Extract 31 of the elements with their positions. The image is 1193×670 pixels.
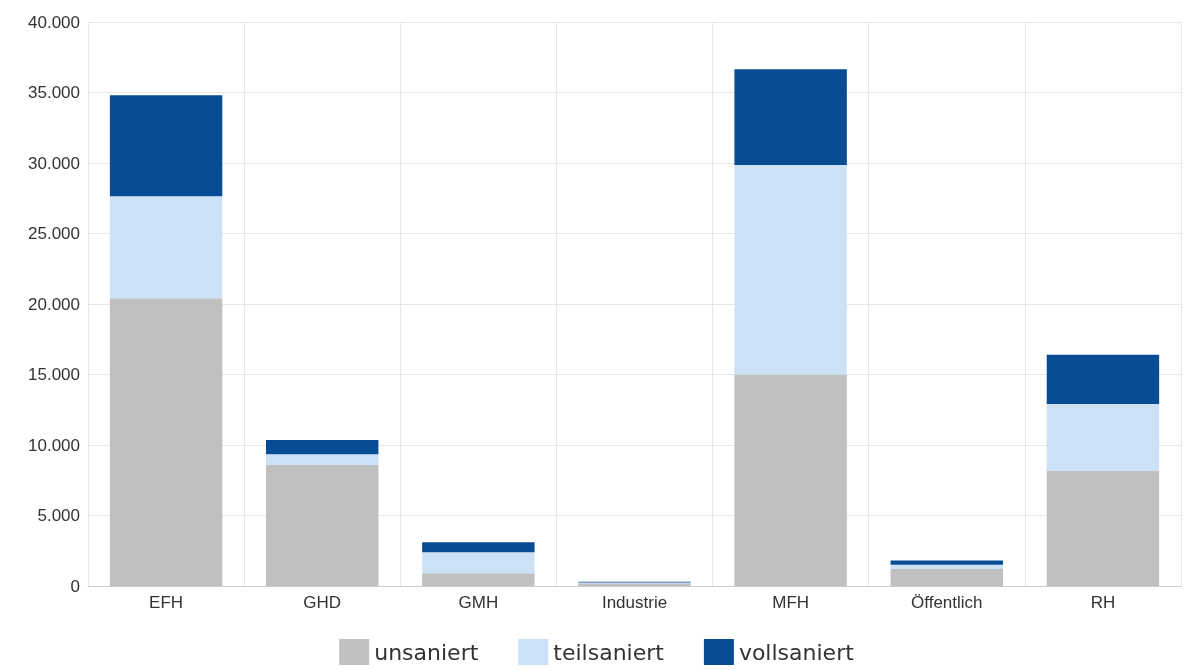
x-tick-label: GHD — [303, 593, 342, 612]
y-tick-label: 15.000 — [28, 365, 80, 384]
bar — [109, 196, 223, 299]
bar — [734, 69, 847, 166]
x-tick-label: RH — [1090, 593, 1116, 612]
y-tick-label: 40.000 — [28, 12, 80, 32]
y-tick-label: 10.000 — [28, 435, 80, 455]
y-tick-label: 20.000 — [28, 294, 80, 314]
bar — [422, 542, 535, 553]
y-tick-label: 5.000 — [37, 506, 80, 525]
legend-label: teilsaniert — [553, 639, 665, 665]
x-tick-label: GMH — [458, 593, 499, 612]
bar — [734, 165, 847, 375]
bar — [890, 564, 1003, 570]
bar — [266, 440, 379, 455]
y-tick-label: 30.000 — [28, 153, 80, 173]
y-tick-label: 0 — [70, 576, 80, 596]
x-tick-label: MFH — [772, 593, 810, 612]
x-tick-label: EFH — [149, 593, 184, 612]
bar — [1046, 404, 1160, 472]
bar — [109, 95, 223, 197]
x-tick-label: Industrie — [601, 593, 668, 612]
y-tick-label: 25.000 — [28, 224, 80, 243]
bar — [422, 552, 535, 574]
bar — [1046, 354, 1160, 405]
legend-label: vollsaniert — [738, 639, 855, 665]
bar — [266, 454, 379, 465]
y-tick-label: 35.000 — [28, 83, 80, 102]
bar — [890, 560, 1003, 565]
legend-label: unsaniert — [374, 639, 479, 665]
x-tick-label: Öffentlich — [911, 593, 983, 612]
